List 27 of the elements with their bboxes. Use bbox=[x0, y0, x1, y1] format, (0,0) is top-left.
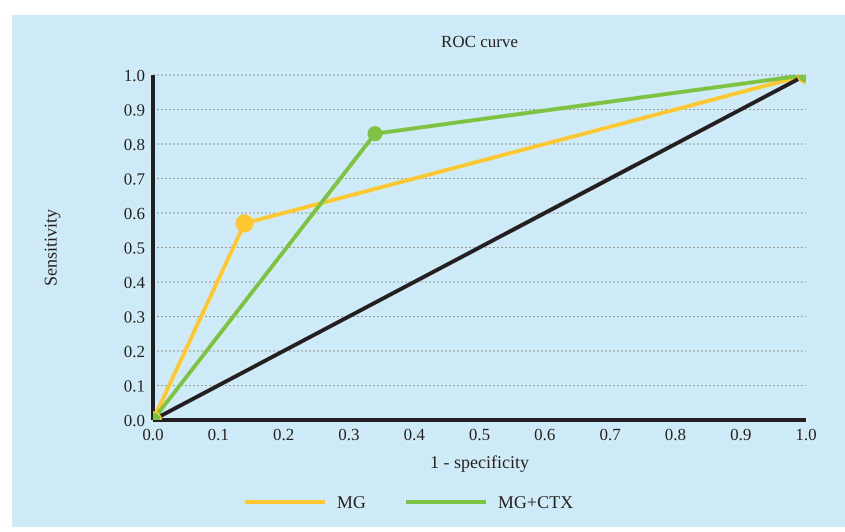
y-tick-label: 0.3 bbox=[124, 308, 145, 327]
y-axis-title: Sensitivity bbox=[40, 208, 60, 286]
x-tick-label: 0.3 bbox=[338, 425, 360, 444]
x-tick-label: 0.4 bbox=[404, 425, 426, 444]
x-tick-label: 0.1 bbox=[208, 425, 229, 444]
y-tick-label: 0.2 bbox=[124, 342, 145, 362]
legend-label: MG+CTX bbox=[498, 491, 574, 514]
y-tick-label: 0.5 bbox=[124, 238, 145, 258]
x-tick-label: 1.0 bbox=[795, 425, 817, 444]
x-tick-label: 0.9 bbox=[730, 425, 752, 444]
x-tick-label: 0.5 bbox=[468, 425, 490, 444]
y-tick-label: 0.6 bbox=[124, 204, 145, 224]
y-tick-label: 0.8 bbox=[124, 135, 145, 154]
y-tick-label: 0.7 bbox=[124, 170, 146, 189]
legend-label: MG bbox=[336, 491, 366, 514]
x-tick-label: 0.0 bbox=[142, 425, 164, 444]
y-tick-label: 1.0 bbox=[124, 66, 145, 86]
x-tick-label: 0.6 bbox=[534, 425, 556, 444]
x-tick-label: 0.7 bbox=[599, 425, 622, 444]
x-axis-title: 1 - specificity bbox=[430, 452, 529, 472]
x-tick-label: 0.8 bbox=[664, 425, 686, 444]
y-tick-label: 0.4 bbox=[124, 273, 146, 292]
y-tick-label: 0.0 bbox=[124, 411, 145, 430]
y-tick-label: 0.9 bbox=[124, 100, 145, 120]
y-tick-label: 0.1 bbox=[124, 376, 145, 396]
x-tick-label: 0.2 bbox=[272, 425, 294, 444]
chart-title: ROC curve bbox=[441, 32, 518, 51]
